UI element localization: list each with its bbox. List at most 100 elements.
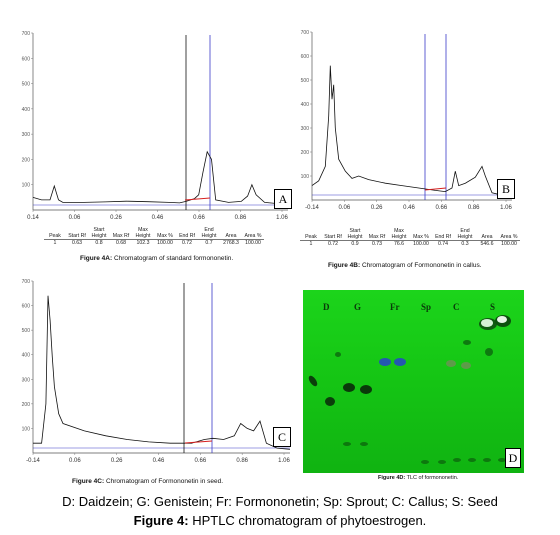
table-cell: 0.3 <box>454 240 476 247</box>
table-header-cell: Max Height <box>135 227 151 239</box>
x-tick-label: 0.26 <box>371 205 383 211</box>
x-tick-label: 0.26 <box>110 215 122 221</box>
x-tick-label: 0.06 <box>69 215 81 221</box>
x-tick-label: 0.86 <box>235 215 247 221</box>
tlc-spot <box>463 340 471 345</box>
y-tick-label: 400 <box>301 102 310 108</box>
table-cell: 0.72 <box>176 239 198 246</box>
tlc-spot <box>497 316 507 323</box>
table-cell: 1 <box>44 239 66 246</box>
chromatogram-c-panel: 700 600 500 400 300 200 100 -0.14 0.06 0.26 0.46 0… <box>20 278 300 488</box>
y-tick-label: 700 <box>301 30 310 36</box>
x-tick-label: -0.14 <box>305 205 319 211</box>
lane-label-d: D <box>323 302 330 312</box>
y-tick-label: 700 <box>22 279 31 285</box>
table-header-cell: Start Height <box>91 227 107 239</box>
table-header-cell: Max Rf <box>368 234 386 240</box>
y-tick-label: 200 <box>301 150 310 156</box>
y-tick-label: 600 <box>301 54 310 60</box>
chromatogram-a-panel: 700 600 500 400 300 200 100 0.14 0.06 0.26 0.46 0.… <box>20 30 295 270</box>
table-cell: 1 <box>300 240 322 247</box>
y-tick-label: 600 <box>22 304 31 310</box>
peak-table-b: Peak Start Rf Start Height Max Rf Max Height… <box>300 228 520 247</box>
figure-caption-c: Figure 4C: Chromatogram of Formononetin … <box>72 478 223 485</box>
panel-letter-b: B <box>497 179 515 199</box>
lane-label-fr: Fr <box>390 302 400 312</box>
y-tick-label: 300 <box>301 126 310 132</box>
table-header-cell: Max Height <box>391 228 407 240</box>
chromatogram-a-svg: 700 600 500 400 300 200 100 0.14 0.06 0.26 0.46 0.… <box>22 31 289 221</box>
tlc-spot <box>483 458 491 462</box>
y-tick-label: 400 <box>22 353 31 359</box>
table-cell: 0.72 <box>322 240 344 247</box>
tlc-spot <box>394 358 406 366</box>
chromatogram-b-panel: 700 600 500 400 300 200 100 -0.14 0.06 0.26 0.46 0… <box>290 22 560 277</box>
tlc-spot <box>325 397 335 406</box>
x-tick-label: 0.06 <box>69 458 81 464</box>
table-header-cell: End Rf <box>435 234 451 240</box>
caption-c-text: Chromatogram of Formononetin in seed. <box>104 478 224 485</box>
x-tick-label: 0.86 <box>468 205 480 211</box>
x-tick-label: 0.14 <box>27 215 39 221</box>
table-cell: 0.74 <box>432 240 454 247</box>
tlc-spot <box>461 362 471 369</box>
tlc-spot <box>468 458 476 462</box>
x-tick-label: 1.06 <box>500 205 512 211</box>
table-cell: 102.3 <box>132 239 154 246</box>
y-tick-label: 100 <box>22 426 31 432</box>
table-cell: 0.8 <box>88 239 110 246</box>
lane-label-g: G <box>354 302 362 312</box>
peak-baseline <box>424 187 447 191</box>
y-tick-label: 500 <box>22 328 31 334</box>
tlc-spot <box>343 383 355 392</box>
x-tick-label: 0.46 <box>403 205 415 211</box>
caption-d-label: Figure 4D: <box>378 475 406 481</box>
table-cell: 0.9 <box>344 240 366 247</box>
caption-a-text: Chromatogram of standard formononetin. <box>112 255 234 262</box>
x-tick-label: 0.66 <box>435 205 447 211</box>
legend-line: D: Daidzein; G: Genistein; Fr: Formonone… <box>62 494 498 509</box>
figure-caption-b: Figure 4B: Chromatogram of Formononetin … <box>328 262 482 269</box>
y-tick-label: 300 <box>22 377 31 383</box>
figure-caption-d: Figure 4D: TLC of formononetin. <box>378 475 458 481</box>
table-header-cell: Start Rf <box>68 233 86 239</box>
panel-letter-a: A <box>274 189 292 209</box>
table-header-cell: Peak <box>49 233 61 239</box>
tlc-spot <box>360 442 368 446</box>
x-tick-label: 0.66 <box>194 458 206 464</box>
tlc-spot <box>485 348 493 356</box>
table-cell: 2768.3 <box>220 239 242 246</box>
y-tick-label: 500 <box>22 82 31 88</box>
table-cell: 100.00 <box>498 240 520 247</box>
figure-caption-label: Figure 4: <box>133 513 189 528</box>
table-cell: 76.6 <box>388 240 410 247</box>
caption-a-label: Figure 4A: <box>80 255 113 262</box>
peak-table-a: Peak Start Rf Start Height Max Rf Max Height… <box>44 227 264 246</box>
caption-d-text: TLC of formononetin. <box>405 475 459 481</box>
table-header-cell: Area % <box>500 234 518 240</box>
y-tick-label: 500 <box>301 78 310 84</box>
table-cell: 0.73 <box>366 240 388 247</box>
table-cell: 546.6 <box>476 240 498 247</box>
table-header-cell: Area <box>225 233 237 239</box>
x-tick-label: 0.46 <box>152 215 164 221</box>
caption-c-label: Figure 4C: <box>72 478 105 485</box>
table-cell: 0.63 <box>66 239 88 246</box>
tlc-spot <box>421 460 429 464</box>
x-tick-label: 0.66 <box>193 215 205 221</box>
peak-baseline <box>184 440 213 444</box>
tlc-spot <box>335 352 341 357</box>
y-tick-label: 200 <box>22 157 31 163</box>
table-cell: 100.00 <box>242 239 264 246</box>
chromatogram-trace <box>311 65 513 197</box>
chromatogram-b-svg: 700 600 500 400 300 200 100 -0.14 0.06 0.26 0.46 0… <box>301 30 513 211</box>
table-header-cell: End Height <box>457 228 473 240</box>
chromatogram-c-svg: 700 600 500 400 300 200 100 -0.14 0.06 0.26 0.46 0… <box>22 279 291 464</box>
x-tick-label: 0.46 <box>153 458 165 464</box>
chromatogram-trace <box>32 150 289 205</box>
table-header-cell: End Rf <box>179 233 195 239</box>
figure-caption-text: HPTLC chromatogram of phytoestrogen. <box>188 513 427 528</box>
table-header-cell: End Height <box>201 227 217 239</box>
chromatogram-trace <box>33 295 291 450</box>
x-tick-label: 1.06 <box>278 458 290 464</box>
